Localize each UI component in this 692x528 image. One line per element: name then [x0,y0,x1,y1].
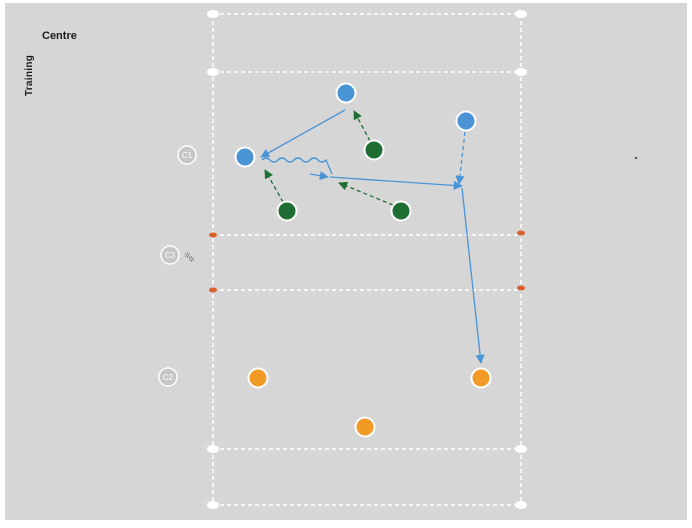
press-arrow [353,110,371,142]
station-c2-marker [158,367,178,387]
attacker-player [335,82,357,104]
orange-cone [209,287,217,293]
press-arrow [338,181,394,206]
dribble-arrow [261,157,333,175]
star-icon: ✲ [184,251,191,260]
pass-arrow [461,187,485,364]
orange-cone [517,230,525,236]
station-c3-marker [160,245,180,265]
station-c2: C2 [158,367,178,387]
support-player [354,416,376,438]
corner-marker [207,501,219,509]
attacker-player [234,146,256,168]
station-c3: C3 ✲ ✲ [160,245,195,265]
logo-word-training: Training [24,54,36,97]
attacking-players [234,82,477,168]
support-player [470,367,492,389]
corner-marker [207,68,219,76]
run-arrow [455,131,466,185]
defender-player [363,139,385,161]
support-player [247,367,269,389]
station-c1-marker [177,145,197,165]
attacker-player [455,110,477,132]
training-centre-logo: Training Centre [24,30,108,100]
dribble-arrow-head [309,171,329,181]
corner-marker [207,10,219,18]
press-arrows [264,110,394,206]
station-c3-label: C3 [165,251,176,260]
corner-marker [207,445,219,453]
support-players [247,367,492,438]
station-c1: C1 [177,145,197,165]
corner-markers [207,10,527,509]
pass-arrow [260,109,346,158]
pass-arrows [260,109,485,364]
defender-player [276,200,298,222]
corner-marker [515,68,527,76]
logo-word-centre: Centre [42,30,77,42]
pass-arrow [329,176,463,190]
defending-players [276,139,412,222]
pitch-lines [212,13,522,506]
station-c2-label: C2 [163,373,174,382]
station-c1-label: C1 [182,151,193,160]
corner-marker [515,10,527,18]
corner-marker [515,501,527,509]
marker-dot [634,156,638,160]
star-icon: ✲ [188,255,195,264]
orange-cone [209,232,217,238]
orange-cones [209,230,525,293]
orange-cone [517,285,525,291]
press-arrow [264,169,284,203]
defender-player [390,200,412,222]
corner-marker [515,445,527,453]
